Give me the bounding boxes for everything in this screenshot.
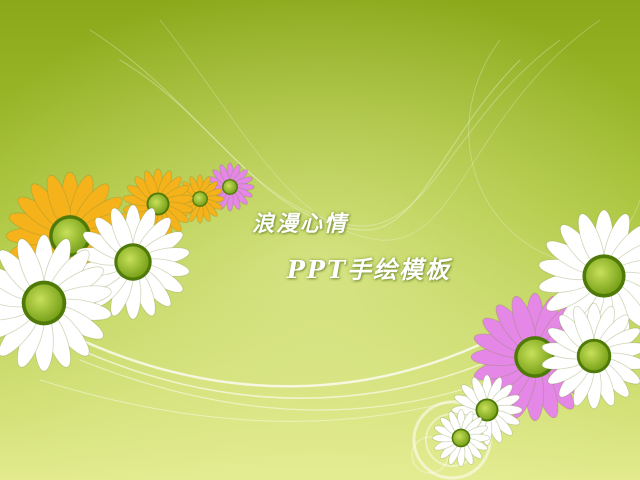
slide-title-line-1: 浪漫心情: [252, 211, 349, 237]
slide-title-line-2: PPT手绘模板: [287, 255, 451, 284]
swirl-line: [119, 59, 521, 231]
white-daisy: [431, 408, 491, 468]
swirl-line: [89, 29, 561, 227]
white-daisy: [541, 302, 640, 410]
swirl-line: [159, 19, 601, 241]
pink-daisy: [205, 162, 255, 212]
white-daisy: [0, 234, 112, 372]
white-daisy: [538, 209, 640, 343]
white-daisy: [76, 204, 190, 320]
